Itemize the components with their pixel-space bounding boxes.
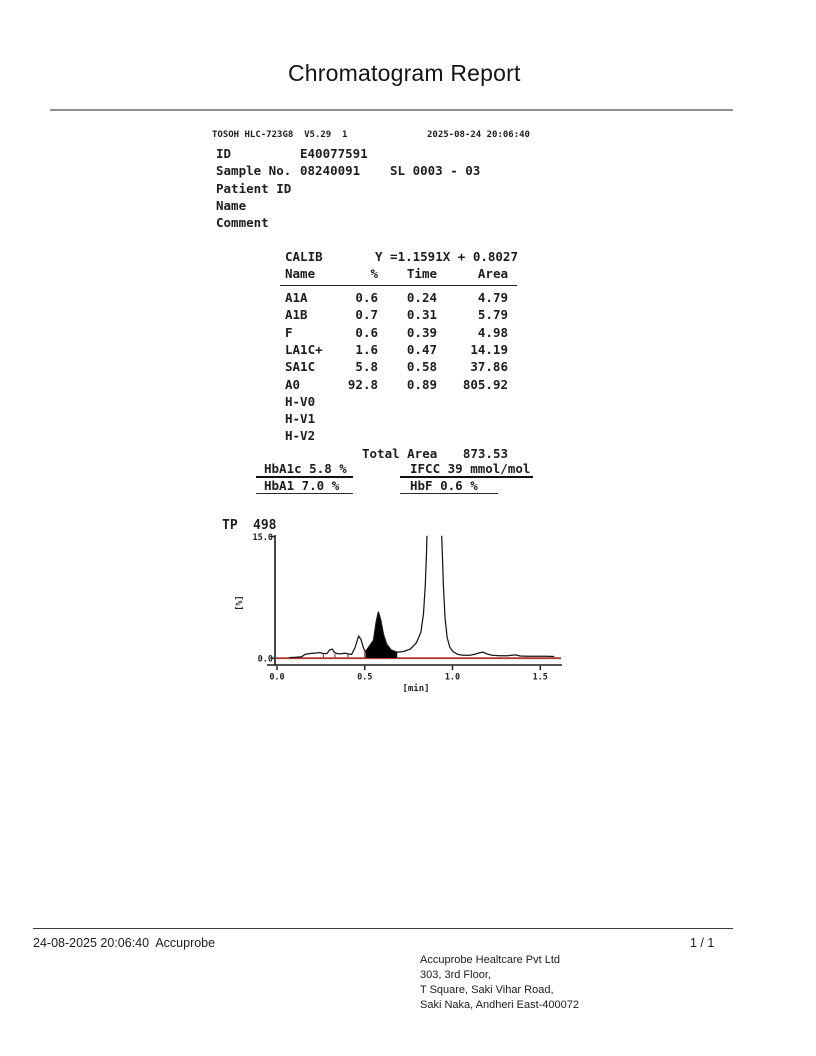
field-label-comment: Comment xyxy=(216,215,269,230)
address-line: Accuprobe Healtcare Pvt Ltd xyxy=(420,954,561,966)
calib-row-area: 5.79 xyxy=(477,307,508,322)
total-area-value: 873.53 xyxy=(462,446,508,461)
calib-row-area: 14.19 xyxy=(470,342,508,357)
y-zero-label: 0.0 xyxy=(258,655,273,665)
y-axis-title: [%] xyxy=(235,595,245,610)
page-number: 1 / 1 xyxy=(690,936,715,950)
report-datetime: 2025-08-24 20:06:40 xyxy=(427,130,530,140)
calib-col-name: Name xyxy=(285,266,316,281)
chromatogram-trace xyxy=(289,535,555,659)
calib-col-area: Area xyxy=(477,266,508,281)
calib-row-name: F xyxy=(285,325,293,340)
address-line: Saki Naka, Andheri East-400072 xyxy=(420,999,579,1011)
calib-row-name: H-V0 xyxy=(285,394,316,409)
sa1c-filled-peak xyxy=(365,611,398,658)
calib-row-time: 0.24 xyxy=(406,290,437,305)
peak-delimiters xyxy=(322,651,366,659)
result-hbf: HbF 0.6 % xyxy=(400,478,498,495)
footer-divider xyxy=(33,928,733,929)
calib-row-area: 37.86 xyxy=(470,359,508,374)
calib-row-pct: 0.6 xyxy=(355,325,378,340)
total-area-label: Total Area xyxy=(362,446,438,461)
calib-row-name: LA1C+ xyxy=(285,342,323,357)
calib-row-time: 0.31 xyxy=(406,307,437,322)
address-line: 303, 3rd Floor, xyxy=(420,969,491,981)
footer-datetime-org: 24-08-2025 20:06:40 Accuprobe xyxy=(33,936,216,950)
x-tick-label: 0.5 xyxy=(357,673,372,683)
calib-label: CALIB xyxy=(285,249,323,264)
calib-row-name: A0 xyxy=(285,377,301,392)
calib-row-pct: 0.6 xyxy=(355,290,378,305)
calib-equation: Y =1.1591X + 0.8027 xyxy=(375,249,518,264)
calib-row-area: 805.92 xyxy=(462,377,508,392)
tp-label: TP xyxy=(222,518,238,533)
calib-row-name: H-V1 xyxy=(285,411,316,426)
x-tick-label: 1.0 xyxy=(445,673,460,683)
calib-row-area: 4.79 xyxy=(477,290,508,305)
calib-row-name: A1A xyxy=(285,290,308,305)
y-max-label: 15.0 xyxy=(253,533,273,543)
calib-row-name: H-V2 xyxy=(285,428,316,443)
calib-header-rule xyxy=(280,285,517,286)
calib-row-name: SA1C xyxy=(285,359,316,374)
field-extra-sample-lot: SL 0003 - 03 xyxy=(390,163,481,178)
x-tick-label: 0.0 xyxy=(269,673,284,683)
calib-row-time: 0.47 xyxy=(406,342,437,357)
field-label-patient-id: Patient ID xyxy=(216,181,292,196)
x-tick-label: 1.5 xyxy=(533,673,548,683)
calib-col-time: Time xyxy=(406,266,437,281)
field-value-id: E40077591 xyxy=(300,146,368,161)
x-ticks: 0.0 0.5 1.0 1.5 xyxy=(269,665,548,683)
calib-row-area: 4.98 xyxy=(477,325,508,340)
calib-row-time: 0.89 xyxy=(406,377,437,392)
title-divider xyxy=(50,109,733,111)
calib-row-pct: 92.8 xyxy=(347,377,378,392)
address-line: T Square, Saki Vihar Road, xyxy=(420,984,554,996)
x-axis-title: [min] xyxy=(402,683,429,694)
calib-row-pct: 1.6 xyxy=(355,342,378,357)
result-ifcc: IFCC 39 mmol/mol xyxy=(400,461,533,479)
page-title: Chromatogram Report xyxy=(288,60,521,86)
field-label-sample-no: Sample No. xyxy=(216,163,292,178)
chromatogram-chart: 0.0 0.5 1.0 1.5 15.0 0.0 [min] [%] xyxy=(235,533,562,694)
calib-row-pct: 0.7 xyxy=(355,307,378,322)
result-hba1c: HbA1c 5.8 % xyxy=(256,461,353,479)
field-label-id: ID xyxy=(216,146,232,161)
calib-row-time: 0.39 xyxy=(406,325,437,340)
field-label-name: Name xyxy=(216,198,247,213)
calib-col-pct: % xyxy=(370,266,378,281)
tp-value: 498 xyxy=(253,518,277,533)
device-line: TOSOH HLC-723G8 V5.29 1 xyxy=(212,130,348,140)
field-value-sample-no: 08240091 xyxy=(300,163,361,178)
calib-row-name: A1B xyxy=(285,307,308,322)
calib-row-pct: 5.8 xyxy=(355,359,378,374)
result-hba1: HbA1 7.0 % xyxy=(256,478,353,495)
calib-row-time: 0.58 xyxy=(406,359,437,374)
